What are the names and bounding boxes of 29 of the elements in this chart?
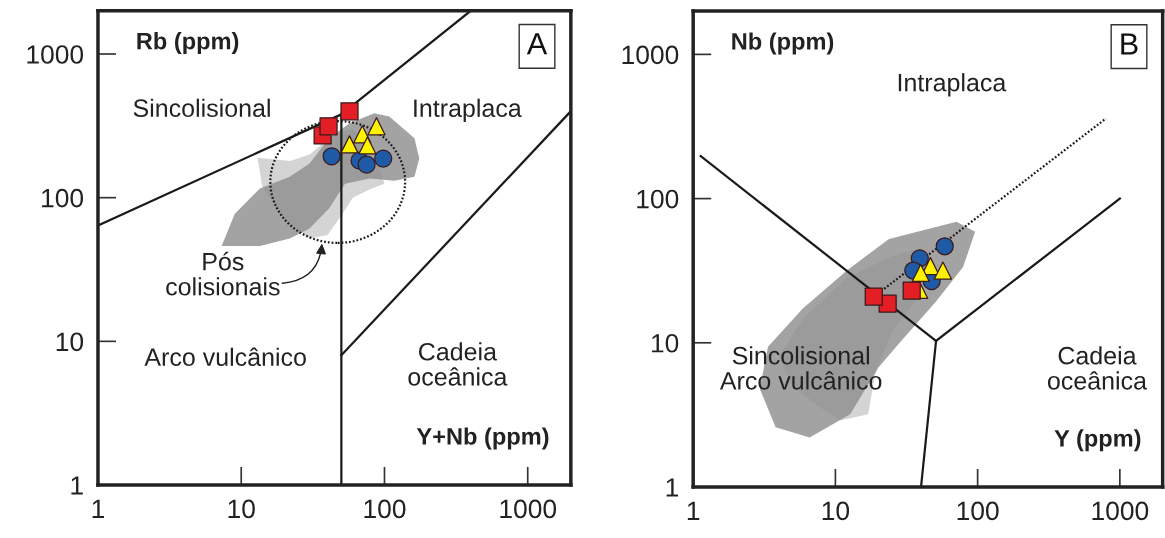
x-tick-label: 10 <box>228 499 255 519</box>
y-axis-title: Rb (ppm) <box>137 32 239 55</box>
annotation: Intraplaca <box>414 98 522 122</box>
annotation: Cadeia oceânica <box>1047 346 1147 390</box>
y-axis-title: Nb (ppm) <box>732 32 834 55</box>
annotation: Sincolisional <box>133 98 270 118</box>
x-tick-label: 100 <box>957 501 999 521</box>
annotation: Pós colisionais <box>166 251 280 296</box>
y-tick-label: 1 <box>71 476 83 495</box>
text: B <box>1121 33 1138 55</box>
text: A <box>526 33 548 55</box>
annotation: Cadeia oceânica <box>408 342 508 386</box>
x-tick-label: 1 <box>687 501 700 521</box>
y-tick-label: 1000 <box>27 45 84 64</box>
y-tick-label: 10 <box>651 333 679 353</box>
annotation: Arco vulcânico <box>144 347 306 367</box>
x-axis-title: Y (ppm) <box>1054 429 1141 452</box>
x-axis-title: Y+Nb (ppm) <box>416 427 549 450</box>
y-tick-label: 100 <box>42 188 84 208</box>
y-tick-label: 1000 <box>622 45 679 65</box>
annotation: Intraplaca <box>898 73 1007 97</box>
y-tick-label: 1 <box>666 478 678 497</box>
x-tick-label: 1000 <box>500 499 557 519</box>
x-tick-label: 1 <box>92 499 105 519</box>
y-tick-label: 100 <box>637 189 679 209</box>
x-tick-label: 10 <box>822 501 850 521</box>
x-tick-label: 100 <box>364 499 406 519</box>
x-tick-label: 1000 <box>1092 501 1149 521</box>
y-tick-label: 10 <box>56 332 84 352</box>
